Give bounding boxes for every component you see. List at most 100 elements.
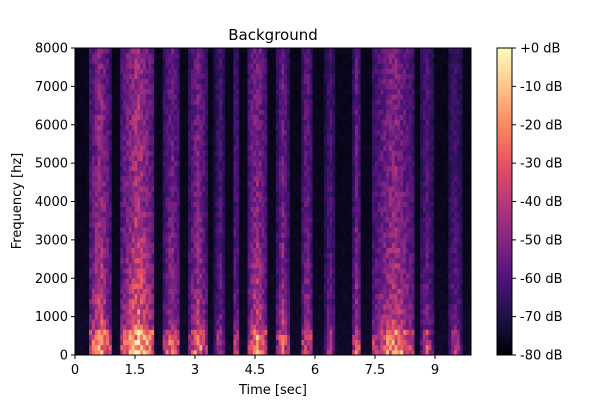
spectrogram-cell <box>284 216 288 223</box>
spectrogram-cell <box>185 283 189 289</box>
spectrogram-cell <box>270 349 274 355</box>
spectrogram-cell <box>142 68 147 74</box>
spectrogram-cell <box>210 160 214 167</box>
spectrogram-cell <box>256 206 260 213</box>
spectrogram-cell <box>213 201 217 208</box>
spectrogram-cell <box>233 298 237 305</box>
spectrogram-cell <box>165 278 169 284</box>
spectrogram-cell <box>207 268 212 274</box>
spectrogram-cell <box>213 104 217 110</box>
spectrogram-cell <box>154 124 158 131</box>
spectrogram-cell <box>261 191 265 197</box>
spectrogram-cell <box>174 314 178 320</box>
spectrogram-cell <box>91 78 96 85</box>
spectrogram-cell <box>77 165 82 172</box>
spectrogram-cell <box>162 145 166 151</box>
spectrogram-cell <box>267 175 271 182</box>
spectrogram-cell <box>89 206 93 213</box>
spectrogram-cell <box>224 145 229 151</box>
spectrogram-cell <box>80 155 84 161</box>
spectrogram-cell <box>162 237 166 243</box>
spectrogram-cell <box>227 227 231 233</box>
spectrogram-cell <box>287 339 291 346</box>
spectrogram-cell <box>179 349 183 355</box>
spectrogram-cell <box>273 99 277 105</box>
spectrogram-cell <box>306 150 311 156</box>
spectrogram-cell <box>123 257 127 264</box>
spectrogram-cell <box>182 170 186 177</box>
spectrogram-cell <box>159 175 164 182</box>
spectrogram-cell <box>292 319 297 325</box>
spectrogram-cell <box>108 324 113 330</box>
spectrogram-cell <box>292 262 297 269</box>
spectrogram-cell <box>196 298 200 305</box>
spectrogram-cell <box>86 134 90 141</box>
spectrogram-cell <box>176 303 181 310</box>
spectrogram-cell <box>111 191 115 197</box>
spectrogram-cell <box>77 283 82 289</box>
spectrogram-cell <box>239 53 243 59</box>
spectrogram-cell <box>273 191 277 197</box>
spectrogram-cell <box>106 119 110 126</box>
spectrogram-cell <box>134 145 138 151</box>
spectrogram-cell <box>77 221 82 228</box>
spectrogram-cell <box>80 165 84 172</box>
spectrogram-cell <box>281 308 285 315</box>
spectrogram-cell <box>157 186 161 192</box>
spectrogram-cell <box>120 319 124 325</box>
spectrogram-cell <box>244 114 248 121</box>
spectrogram-cell <box>270 78 274 85</box>
spectrogram-cell <box>306 247 311 254</box>
spectrogram-cell <box>207 308 212 315</box>
spectrogram-cell <box>256 252 260 259</box>
spectrogram-cell <box>128 334 132 341</box>
spectrogram-cell <box>295 237 299 243</box>
spectrogram-cell <box>131 319 135 325</box>
spectrogram-cell <box>298 273 302 279</box>
spectrogram-cell <box>111 344 115 351</box>
spectrogram-cell <box>134 94 138 100</box>
spectrogram-cell <box>114 165 118 172</box>
spectrogram-cell <box>267 88 271 95</box>
spectrogram-cell <box>111 206 115 213</box>
spectrogram-cell <box>292 119 297 126</box>
spectrogram-cell <box>267 257 271 264</box>
spectrogram-cell <box>179 114 183 121</box>
spectrogram-cell <box>94 227 99 233</box>
spectrogram-cell <box>216 134 220 141</box>
spectrogram-cell <box>309 314 313 320</box>
spectrogram-cell <box>145 191 149 197</box>
spectrogram-cell <box>256 319 260 325</box>
spectrogram-cell <box>80 298 84 305</box>
spectrogram-cell <box>140 283 144 289</box>
spectrogram-cell <box>103 278 107 284</box>
spectrogram-cell <box>270 68 274 74</box>
spectrogram-cell <box>219 268 223 274</box>
spectrogram-cell <box>134 273 138 279</box>
spectrogram-cell <box>193 48 198 54</box>
spectrogram-cell <box>256 150 260 156</box>
spectrogram-cell <box>216 140 220 146</box>
spectrogram-cell <box>292 273 297 279</box>
spectrogram-cell <box>77 186 82 192</box>
spectrogram-cell <box>154 104 158 110</box>
spectrogram-cell <box>219 344 223 351</box>
spectrogram-cell <box>134 170 138 177</box>
spectrogram-cell <box>151 145 155 151</box>
spectrogram-cell <box>128 155 132 161</box>
spectrogram-cell <box>207 155 212 161</box>
spectrogram-cell <box>298 99 302 105</box>
spectrogram-cell <box>258 324 263 330</box>
spectrogram-cell <box>275 334 280 341</box>
spectrogram-cell <box>284 58 288 64</box>
spectrogram-cell <box>75 191 79 197</box>
spectrogram-cell <box>162 257 166 264</box>
spectrogram-cell <box>168 58 172 64</box>
spectrogram-cell <box>165 308 169 315</box>
spectrogram-cell <box>306 257 311 264</box>
spectrogram-cell <box>117 191 121 197</box>
spectrogram-cell <box>171 109 175 115</box>
spectrogram-cell <box>298 344 302 351</box>
spectrogram-cell <box>261 334 265 341</box>
spectrogram-cell <box>227 124 231 131</box>
